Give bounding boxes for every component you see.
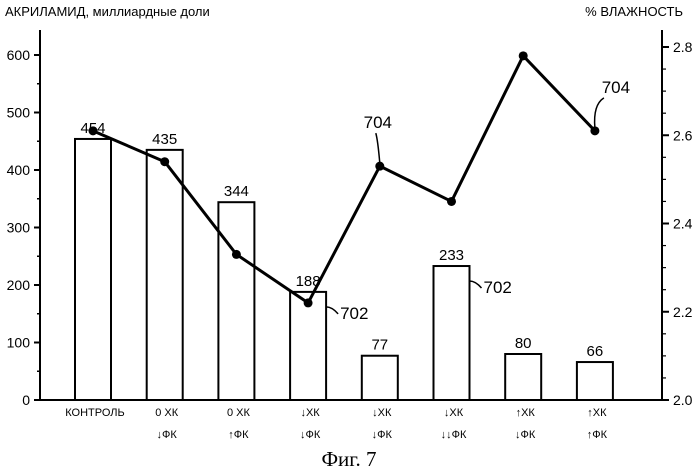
left-tick-label: 600 — [7, 47, 31, 63]
right-tick-label: 2.6 — [673, 127, 693, 143]
reference-leader — [326, 307, 338, 314]
moisture-point — [304, 298, 313, 307]
category-label-line2: ↓ФК — [157, 429, 178, 441]
left-axis-title: АКРИЛАМИД, миллиардные доли — [5, 4, 210, 19]
category-label-line1: КОНТРОЛЬ — [65, 407, 124, 419]
right-tick-label: 2.2 — [673, 304, 693, 320]
bar-value-label: 233 — [439, 247, 464, 264]
reference-leader — [595, 98, 604, 128]
left-tick-label: 500 — [7, 105, 31, 121]
left-tick-label: 400 — [7, 162, 31, 178]
category-label-line1: ↓ХК — [300, 407, 320, 419]
moisture-point — [160, 157, 169, 166]
bar — [577, 362, 613, 400]
left-tick-label: 0 — [22, 392, 30, 408]
category-label-line1: ↓ХК — [372, 407, 392, 419]
left-tick-label: 300 — [7, 220, 31, 236]
bar — [290, 292, 326, 400]
left-tick-label: 100 — [7, 335, 31, 351]
moisture-point — [519, 51, 528, 60]
bar — [434, 266, 470, 400]
right-tick-label: 2.8 — [673, 39, 693, 55]
reference-label: 704 — [364, 113, 392, 132]
reference-leader — [470, 281, 482, 288]
bar-value-label: 435 — [152, 131, 177, 148]
bar-value-label: 66 — [587, 343, 604, 360]
reference-leader — [376, 133, 380, 163]
category-label-line1: 0 ХК — [227, 407, 251, 419]
category-label-line2: ↓↓ФК — [441, 429, 467, 441]
bar-value-label: 80 — [515, 335, 532, 352]
figure-caption: Фиг. 7 — [321, 447, 376, 471]
bar-value-label: 344 — [224, 183, 249, 200]
category-label-line2: ↑ФК — [228, 429, 249, 441]
bar — [218, 202, 254, 400]
bar — [505, 354, 541, 400]
category-label-line2: ↓ФК — [515, 429, 536, 441]
bar — [147, 150, 183, 400]
moisture-point — [89, 126, 98, 135]
category-label-line1: 0 ХК — [155, 407, 179, 419]
category-label-line2: ↓ФК — [372, 429, 393, 441]
bar-value-label: 77 — [371, 337, 388, 354]
left-tick-label: 200 — [7, 277, 31, 293]
category-label-line1: ↑ХК — [587, 407, 607, 419]
bar — [75, 139, 111, 400]
moisture-point — [447, 197, 456, 206]
right-axis-title: % ВЛАЖНОСТЬ — [585, 4, 683, 19]
category-label-line1: ↑ХК — [516, 407, 536, 419]
category-label-line2: ↓ФК — [300, 429, 321, 441]
reference-label: 702 — [340, 304, 368, 323]
category-label-line1: ↓ХК — [444, 407, 464, 419]
right-tick-label: 2.0 — [673, 392, 693, 408]
category-label-line2: ↑ФК — [587, 429, 608, 441]
moisture-point — [232, 250, 241, 259]
reference-label: 702 — [484, 278, 512, 297]
right-tick-label: 2.4 — [673, 216, 693, 232]
bar — [362, 356, 398, 400]
reference-label: 704 — [602, 78, 630, 97]
